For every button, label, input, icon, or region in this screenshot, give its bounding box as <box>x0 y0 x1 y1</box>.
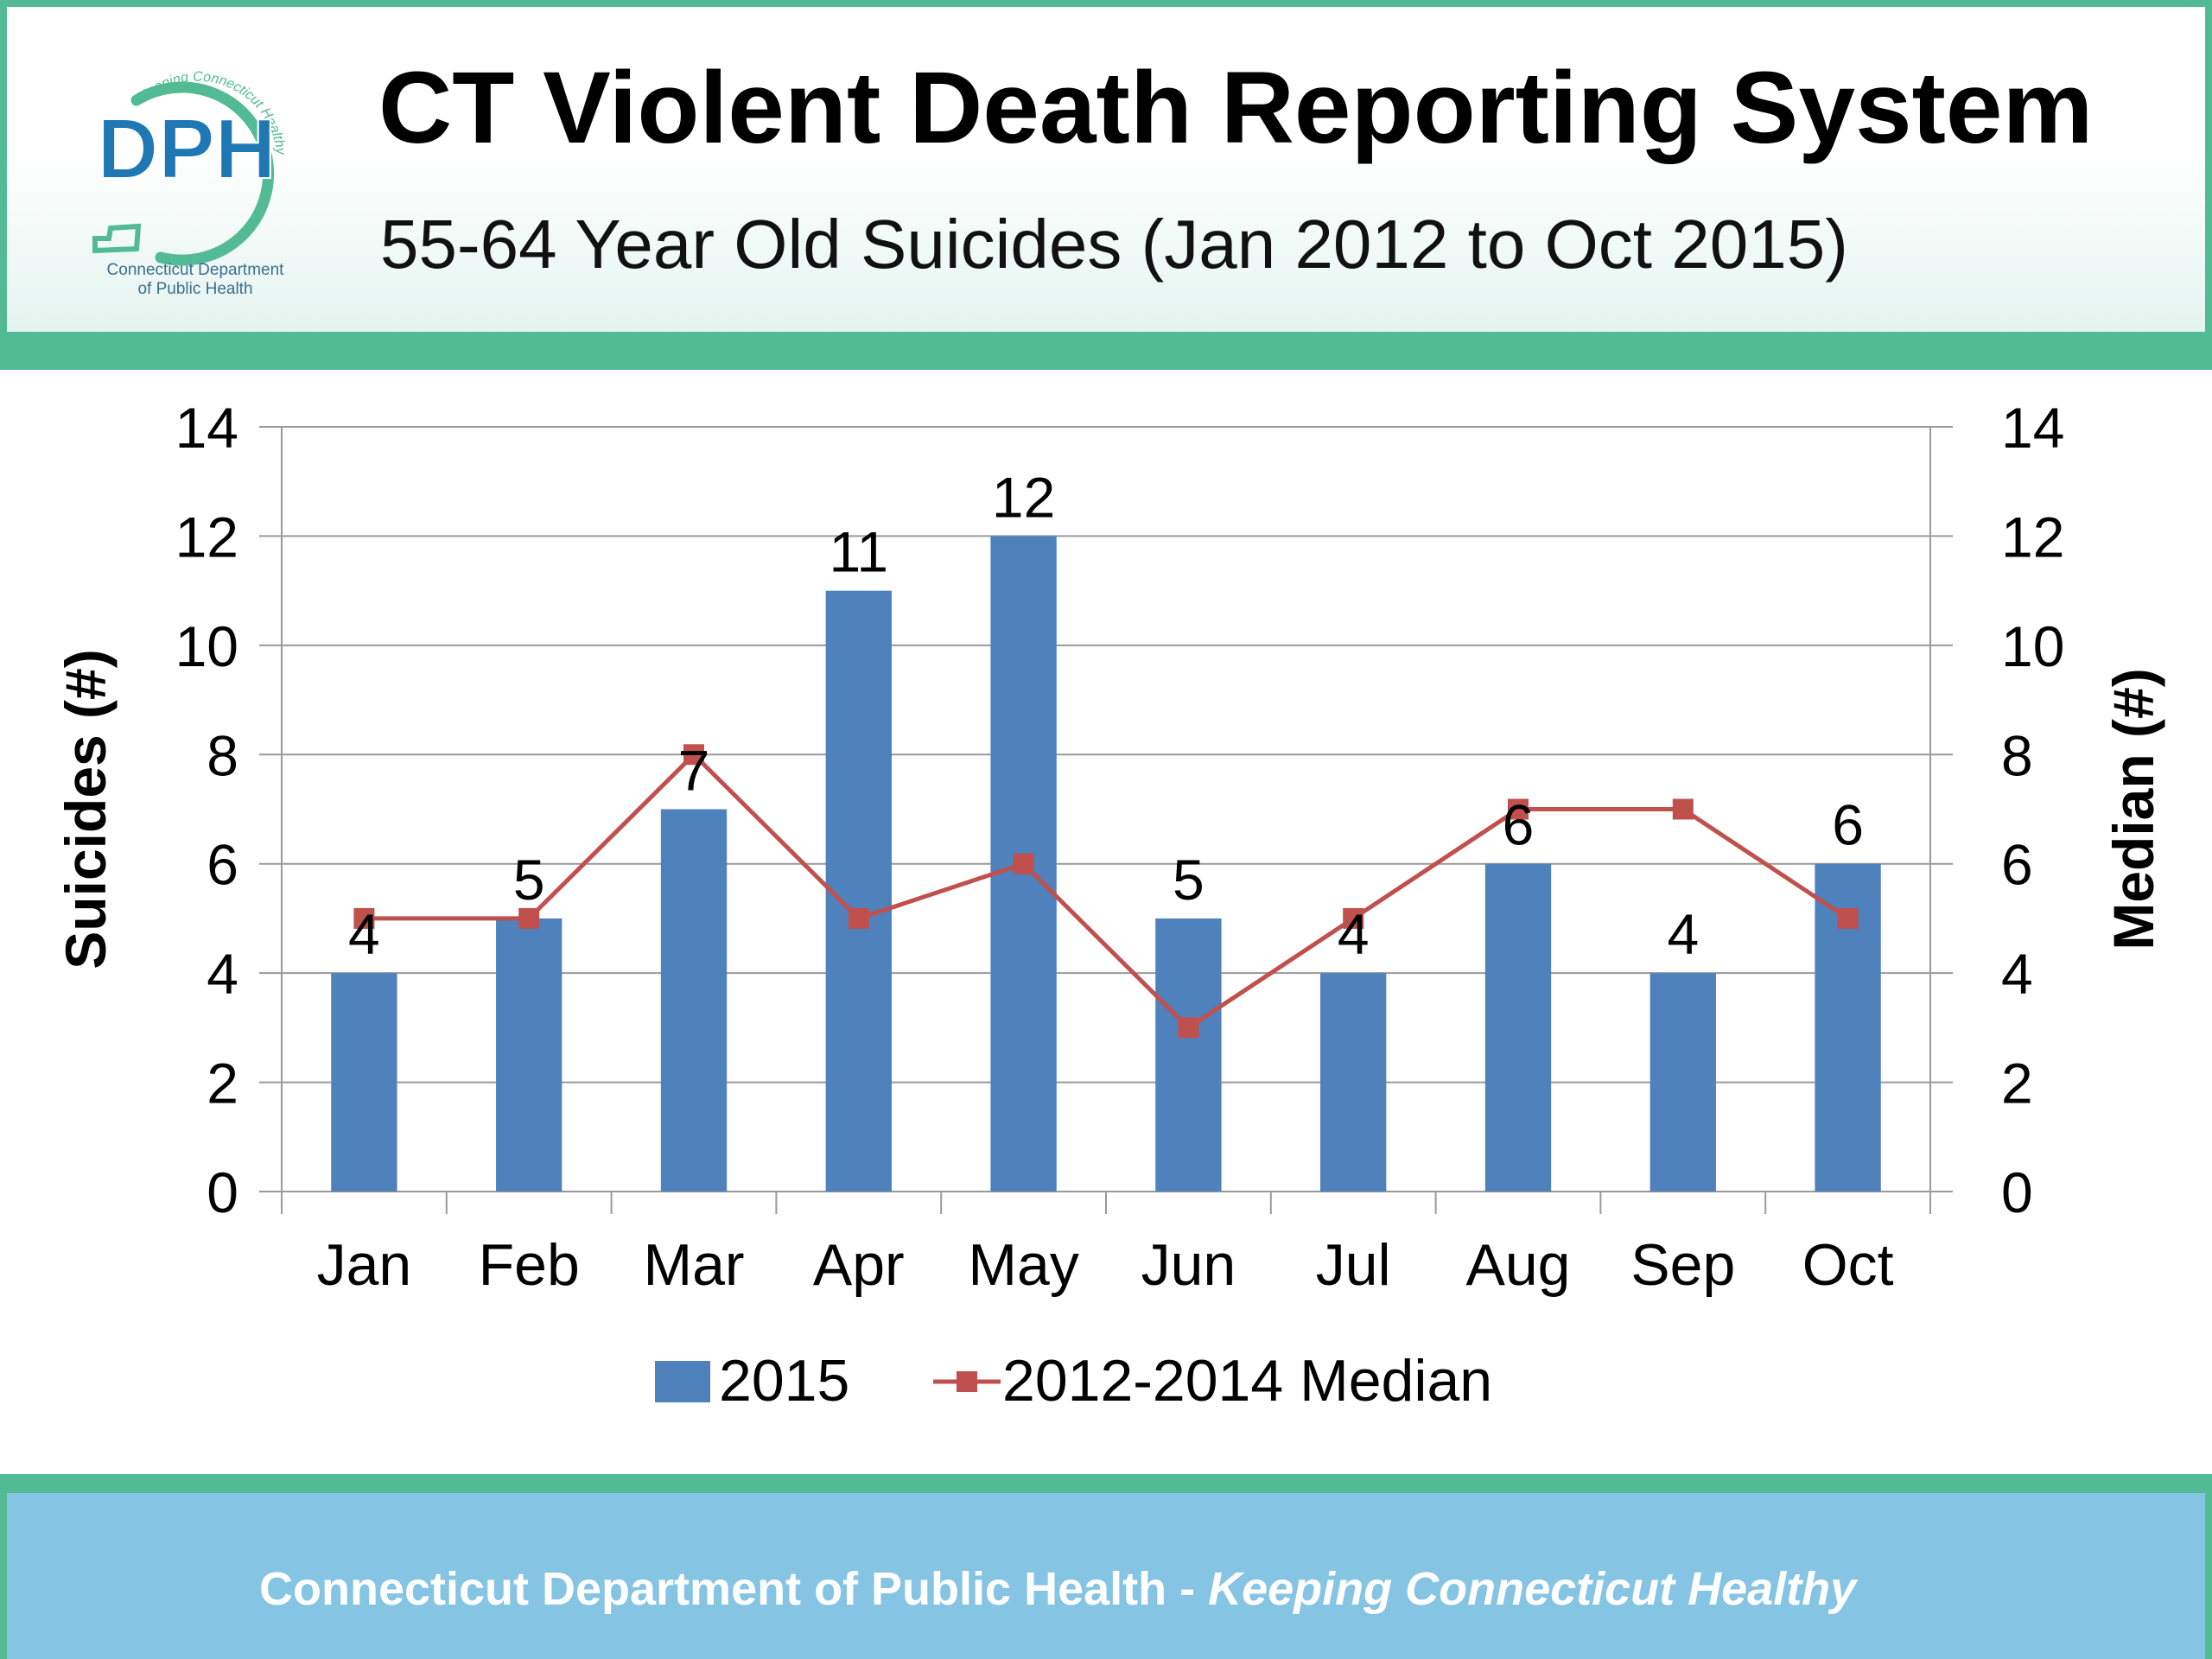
bar-feb <box>496 918 563 1192</box>
y2-axis-title: Median (#) <box>2101 668 2165 950</box>
page-subtitle: 55-64 Year Old Suicides (Jan 2012 to Oct… <box>380 206 1848 283</box>
bar-data-label: 4 <box>348 902 380 966</box>
header-panel: Keeping Connecticut Healthy DPH Connecti… <box>0 0 2212 370</box>
page-title: CT Violent Death Reporting System <box>378 51 2094 165</box>
bar-data-label: 5 <box>513 848 545 912</box>
x-tick-label: Jan <box>317 1232 412 1298</box>
y2-tick-label: 6 <box>2001 833 2033 897</box>
legend-label-median: 2012-2014 Median <box>1002 1348 1492 1414</box>
bar-aug <box>1484 863 1552 1192</box>
legend-swatch-2015 <box>655 1361 710 1402</box>
y-tick-label: 2 <box>207 1052 238 1116</box>
x-tick-label: Oct <box>1802 1232 1894 1298</box>
logo-caption-line1: Connecticut Department <box>107 261 285 279</box>
bar-jan <box>331 973 397 1192</box>
median-line <box>364 751 1849 1031</box>
x-tick-label: Apr <box>813 1232 905 1298</box>
bar-jun <box>1155 918 1222 1192</box>
median-marker <box>848 907 869 929</box>
bar-jul <box>1320 973 1387 1192</box>
y-tick-label: 10 <box>175 614 238 678</box>
y-tick-label: 12 <box>175 505 238 569</box>
y-tick-label: 14 <box>175 396 238 460</box>
bar-data-label: 4 <box>1667 902 1699 966</box>
median-marker <box>683 744 704 766</box>
median-marker <box>1013 853 1034 874</box>
bar-sep <box>1649 973 1716 1192</box>
x-tick-label: Mar <box>643 1232 744 1298</box>
y-axis-title: Suicides (#) <box>54 649 118 969</box>
footer-separator: - <box>1166 1563 1209 1615</box>
y2-tick-label: 2 <box>2001 1052 2033 1116</box>
x-tick-label: Jun <box>1141 1232 1236 1298</box>
x-tick-label: Feb <box>479 1232 580 1298</box>
bar-mar <box>660 809 728 1192</box>
median-marker <box>1343 907 1364 929</box>
y-tick-label: 6 <box>207 833 238 897</box>
y2-tick-label: 10 <box>2001 614 2064 678</box>
x-tick-label: Aug <box>1466 1232 1571 1298</box>
bar-data-label: 11 <box>830 520 889 584</box>
footer-org: Connecticut Department of Public Health <box>259 1563 1167 1615</box>
footer-text: Connecticut Department of Public Health … <box>259 1562 1856 1616</box>
x-tick-label: May <box>968 1232 1078 1298</box>
dph-logo: Keeping Connecticut Healthy DPH Connecti… <box>92 70 288 298</box>
y2-tick-label: 14 <box>2001 396 2064 460</box>
legend-label-2015: 2015 <box>719 1348 849 1414</box>
bar-data-label: 12 <box>992 465 1055 529</box>
bar-data-label: 7 <box>678 739 710 803</box>
header-divider <box>0 332 2212 370</box>
footer-tagline: Keeping Connecticut Healthy <box>1208 1563 1857 1615</box>
y2-tick-label: 0 <box>2001 1160 2033 1224</box>
logo-caption-line2: of Public Health <box>137 280 252 298</box>
logo-letters: DPH <box>98 101 276 196</box>
bar-data-label: 4 <box>1338 902 1370 966</box>
median-marker <box>1837 907 1859 929</box>
legend-swatch-median-marker <box>957 1371 977 1392</box>
y2-tick-label: 4 <box>2001 942 2033 1006</box>
y2-tick-label: 12 <box>2001 505 2064 569</box>
bar-data-label: 6 <box>1503 793 1535 857</box>
y-tick-label: 4 <box>207 942 238 1006</box>
x-tick-label: Sep <box>1630 1232 1735 1298</box>
median-marker <box>1178 1017 1199 1039</box>
x-tick-label: Jul <box>1316 1232 1391 1298</box>
bar-data-label: 6 <box>1832 793 1864 857</box>
bar-data-label: 5 <box>1173 848 1205 912</box>
footer-bar: Connecticut Department of Public Health … <box>0 1474 2212 1659</box>
bar-apr <box>825 590 892 1192</box>
y-tick-label: 8 <box>207 723 238 787</box>
median-marker <box>353 907 375 929</box>
median-marker <box>518 907 540 929</box>
suicides-chart: 0 0 2 2 4 4 6 6 8 8 10 10 12 12 14 14 Suicides (#) Median… <box>54 396 2165 1414</box>
y2-tick-label: 8 <box>2001 723 2033 787</box>
y-tick-label: 0 <box>207 1160 238 1224</box>
median-marker <box>1508 798 1529 820</box>
median-marker <box>1672 798 1694 820</box>
